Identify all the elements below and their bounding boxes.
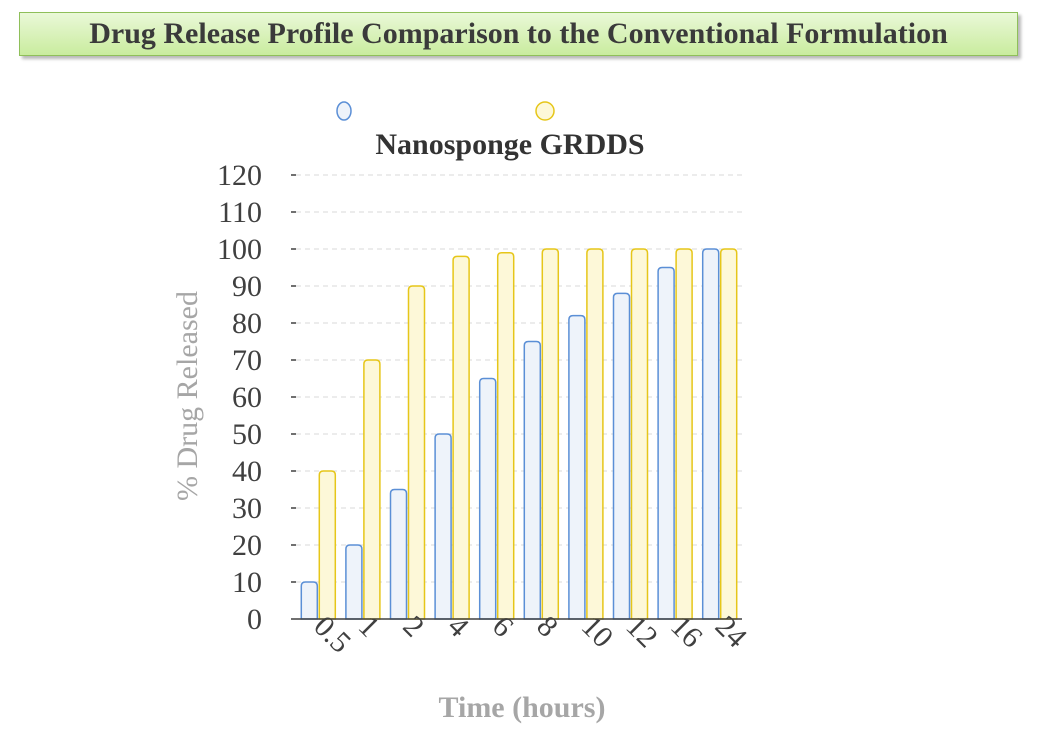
bar-series-1 — [300, 581, 319, 620]
y-tick-label: 40 — [232, 455, 262, 488]
bar-series-2 — [719, 248, 738, 620]
bar-series-2 — [318, 470, 337, 620]
y-tick-label: 120 — [217, 159, 262, 192]
bar-series-2 — [675, 248, 693, 620]
legend-label: Nanosponge GRDDS — [375, 128, 644, 161]
bar-series-1 — [568, 314, 586, 620]
x-axis-label: Time (hours) — [439, 691, 606, 724]
bar-series-2 — [541, 248, 560, 620]
y-tick-label: 90 — [232, 270, 262, 303]
bar-series-1 — [523, 340, 542, 620]
y-tick-label: 110 — [218, 196, 262, 229]
y-tick-label: 10 — [232, 566, 262, 599]
legend-marker-series-1 — [336, 101, 352, 121]
gridlines — [296, 174, 742, 583]
y-tick-label: 100 — [217, 233, 262, 266]
legend: Nanosponge GRDDS — [336, 101, 645, 161]
bar-series-2 — [496, 251, 515, 620]
bars — [300, 248, 738, 620]
y-tick-label: 80 — [232, 307, 262, 340]
bar-series-1 — [612, 292, 631, 620]
bar-series-1 — [657, 266, 675, 620]
bar-series-1 — [701, 248, 720, 620]
bar-series-1 — [478, 377, 497, 620]
bar-series-2 — [452, 255, 470, 620]
axes — [291, 174, 742, 620]
chart-title-box: Drug Release Profile Comparison to the C… — [19, 12, 1018, 56]
y-tick-label: 70 — [232, 344, 262, 377]
chart-title: Drug Release Profile Comparison to the C… — [89, 17, 948, 50]
legend-marker-series-2 — [535, 101, 555, 121]
y-axis-label: % Drug Released — [171, 291, 204, 501]
bar-series-2 — [586, 248, 604, 620]
y-tick-label: 60 — [232, 381, 262, 414]
bar-series-1 — [345, 544, 363, 620]
y-tick-label: 30 — [232, 492, 262, 525]
bar-series-1 — [434, 433, 452, 620]
y-tick-labels: 0 10 20 30 40 50 60 70 80 90 100 110 120 — [217, 159, 262, 636]
bar-series-2 — [407, 285, 426, 620]
y-tick-label: 0 — [247, 603, 262, 636]
bar-series-2 — [630, 248, 649, 620]
bar-series-2 — [363, 359, 381, 620]
y-tick-label: 20 — [232, 529, 262, 562]
bar-series-1 — [389, 488, 408, 620]
y-tick-label: 50 — [232, 418, 262, 451]
